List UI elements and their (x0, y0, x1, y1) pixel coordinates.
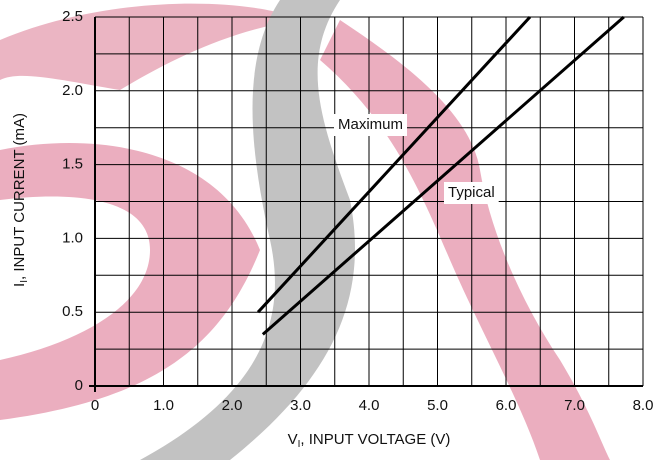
y-label-symbol: I (11, 283, 28, 287)
y-tick-label: 1.0 (62, 229, 83, 246)
watermark (0, 0, 610, 460)
x-axis-label: VI, INPUT VOLTAGE (V) (288, 431, 451, 450)
series-label-bg (334, 114, 408, 136)
x-tick-label: 3.0 (290, 397, 311, 414)
series-line (261, 15, 625, 336)
y-label-text: , INPUT CURRENT (mA) (11, 113, 28, 280)
series-label: Maximum (338, 116, 403, 133)
watermark-shape (140, 0, 355, 460)
x-tick-label: 1.0 (153, 397, 174, 414)
x-tick-label: 7.0 (564, 397, 585, 414)
watermark-shape (0, 143, 260, 420)
x-tick-label: 8.0 (633, 397, 654, 414)
y-tick-label: 2.5 (62, 8, 83, 25)
x-label-text: , INPUT VOLTAGE (V) (300, 431, 450, 448)
series-label-bg (444, 182, 499, 204)
series-line (256, 15, 532, 314)
x-tick-label: 4.0 (359, 397, 380, 414)
x-tick-label: 0 (91, 397, 99, 414)
y-axis-label: II, INPUT CURRENT (mA) (11, 113, 30, 287)
y-tick-label: 0.5 (62, 303, 83, 320)
x-tick-label: 5.0 (427, 397, 448, 414)
y-label-subscript: I (19, 280, 30, 283)
y-tick-label: 1.5 (62, 156, 83, 173)
y-tick-label: 0 (75, 377, 83, 394)
x-tick-label: 2.0 (222, 397, 243, 414)
x-label-symbol: V (288, 431, 298, 448)
x-label-subscript: I (298, 439, 301, 450)
y-tick-label: 2.0 (62, 82, 83, 99)
x-tick-label: 6.0 (496, 397, 517, 414)
watermark-shape (0, 3, 300, 90)
series-label: Typical (448, 184, 495, 201)
